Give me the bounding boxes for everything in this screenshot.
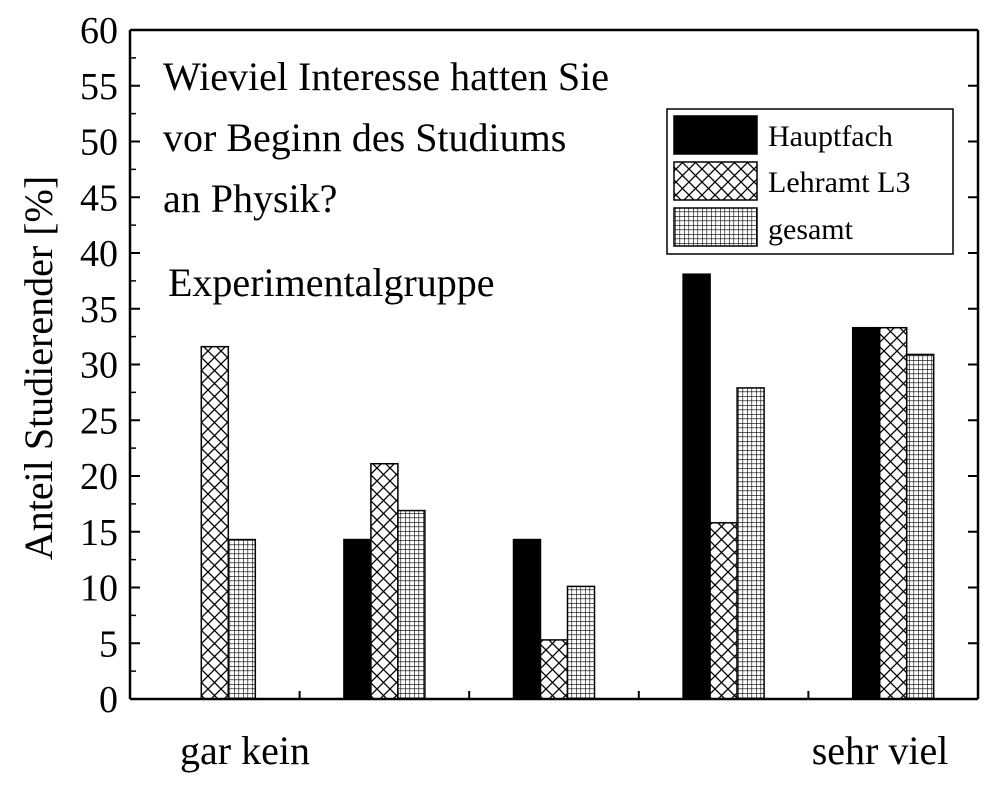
y-tick-label: 15	[80, 512, 118, 554]
y-tick-label: 60	[80, 10, 118, 52]
chart-subtitle: Experimentalgruppe	[168, 260, 495, 305]
bar-gesamt-1	[227, 538, 257, 700]
y-tick-label: 35	[80, 289, 118, 331]
bar-lehramt-l3-3	[539, 639, 569, 700]
y-tick-label: 30	[80, 345, 118, 387]
legend-swatch-lehramt-l3	[673, 161, 758, 201]
x-end-label-right: sehr viel	[812, 728, 949, 773]
y-axis-label: Anteil Studierender [%]	[16, 176, 61, 560]
y-tick-label: 45	[80, 177, 118, 219]
legend-label-lehramt-l3: Lehramt L3	[768, 166, 910, 199]
y-tick-label: 5	[99, 623, 118, 665]
legend-label-gesamt: gesamt	[768, 213, 854, 246]
bar-gesamt-2	[397, 509, 426, 700]
chart-title-line-1: Wieviel Interesse hatten Sie	[163, 54, 609, 99]
bar-hauptfach-2	[343, 538, 372, 700]
bar-gesamt-5	[905, 353, 935, 700]
y-tick-label: 25	[80, 400, 118, 442]
bar-hauptfach-5	[851, 326, 881, 700]
legend: Hauptfach Lehramt L3 gesamt	[666, 108, 954, 255]
legend-swatch-gesamt	[673, 207, 758, 247]
bar-lehramt-l3-5	[878, 326, 908, 700]
bars-group	[200, 273, 935, 700]
y-tick-label: 0	[99, 679, 118, 721]
legend-swatch-hauptfach	[673, 115, 758, 155]
y-tick-label: 50	[80, 122, 118, 164]
bar-gesamt-3	[566, 585, 596, 700]
y-tick-label: 55	[80, 66, 118, 108]
bar-hauptfach-4	[682, 273, 711, 700]
y-tick-label: 40	[80, 233, 118, 275]
legend-label-hauptfach: Hauptfach	[768, 120, 893, 153]
bar-lehramt-l3-1	[200, 345, 230, 700]
y-tick-label: 10	[80, 568, 118, 610]
y-tick-label: 20	[80, 456, 118, 498]
bar-hauptfach-3	[512, 538, 542, 700]
chart-title-line-2: vor Beginn des Studiums	[163, 115, 566, 160]
y-ticks-group: 0 5 10 15 20 25 30 35 40 45 50 55 60	[80, 10, 978, 721]
bar-gesamt-4	[736, 387, 765, 700]
x-end-label-left: gar kein	[180, 728, 310, 773]
chart-title-line-3: an Physik?	[163, 176, 337, 221]
bar-lehramt-l3-2	[370, 462, 399, 700]
bar-lehramt-l3-4	[709, 522, 738, 700]
